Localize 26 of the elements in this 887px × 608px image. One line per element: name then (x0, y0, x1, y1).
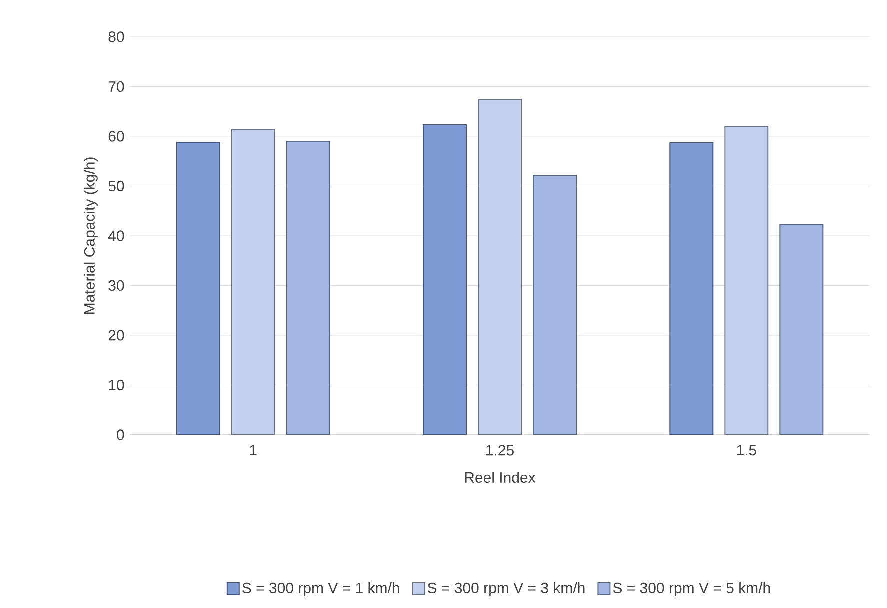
bar (423, 124, 467, 435)
bar (724, 126, 769, 435)
y-tick-label: 70 (108, 81, 124, 92)
y-tick-label: 30 (108, 280, 124, 292)
bar (478, 99, 522, 435)
bar (286, 140, 330, 435)
bar (176, 142, 220, 435)
y-tick-label: 50 (108, 180, 124, 192)
bar (231, 129, 276, 435)
y-tick-label: 20 (108, 330, 124, 341)
y-axis-title: Material Capacity (kg/h) (84, 158, 98, 314)
y-tick-label: 40 (108, 230, 124, 242)
x-tick-label: 1 (250, 445, 257, 456)
x-axis-title: Reel Index (465, 472, 536, 484)
legend-label: S = 300 rpm V = 3 km/h (428, 582, 585, 596)
bar (533, 175, 577, 435)
bar (780, 224, 824, 435)
y-tick-label: 60 (108, 131, 124, 142)
y-tick-label: 10 (109, 380, 124, 391)
x-tick-label: 1.5 (737, 445, 756, 456)
bar (670, 142, 714, 435)
y-tick-label: 0 (117, 430, 124, 440)
legend-label: S = 300 rpm V = 5 km/h (613, 582, 770, 596)
legend-label: S = 300 rpm V = 1 km/h (242, 582, 400, 596)
x-tick-label: 1.25 (486, 445, 514, 456)
y-tick-label: 80 (108, 32, 124, 42)
